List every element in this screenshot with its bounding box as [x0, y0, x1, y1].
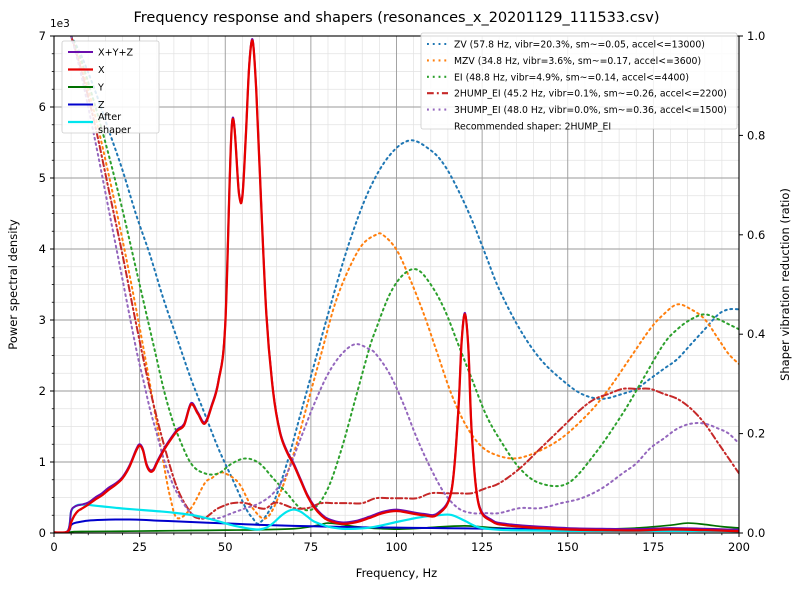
- y2-tick-label: 0.0: [747, 526, 765, 540]
- y-tick-label: 2: [39, 384, 46, 398]
- y-axis-offset-text: 1e3: [50, 18, 70, 30]
- x-tick-label: 200: [728, 540, 750, 554]
- x-tick-label: 100: [386, 540, 408, 554]
- psd-legend-label-after-shaper: After: [98, 112, 121, 123]
- psd-curve-after-shaper: [54, 503, 739, 533]
- recommended-shaper-note: Recommended shaper: 2HUMP_EI: [454, 122, 611, 133]
- x-tick-label: 125: [471, 540, 493, 554]
- psd-legend-label-x-y-z: X+Y+Z: [98, 48, 134, 59]
- y2-axis-label: Shaper vibration reduction (ratio): [778, 188, 792, 381]
- x-tick-label: 0: [50, 540, 57, 554]
- data-layer: [54, 36, 739, 533]
- shaper-curve-3hump_ei: [70, 36, 739, 520]
- shaper-legend: ZV (57.8 Hz, vibr=20.3%, sm~=0.05, accel…: [420, 32, 738, 133]
- x-axis-label: Frequency, Hz: [356, 566, 437, 580]
- psd-legend-label-y: Y: [97, 83, 104, 94]
- chart-title: Frequency response and shapers (resonanc…: [134, 10, 660, 26]
- shaper-legend-label-mzv: MZV (34.8 Hz, vibr=3.6%, sm~=0.17, accel…: [454, 56, 701, 67]
- psd-legend-label-after-shaper-2: shaper: [98, 125, 131, 136]
- y2-tick-label: 0.6: [747, 228, 765, 242]
- shaper-legend-label-ei: EI (48.8 Hz, vibr=4.9%, sm~=0.14, accel<…: [454, 72, 689, 83]
- psd-legend-label-x: X: [98, 65, 105, 76]
- y2-tick-label: 0.8: [747, 128, 765, 142]
- shaper-legend-label-3hump_ei: 3HUMP_EI (48.0 Hz, vibr=0.0%, sm~=0.36, …: [454, 105, 727, 116]
- x-tick-label: 175: [642, 540, 664, 554]
- y2-tick-label: 0.4: [747, 327, 765, 341]
- y-tick-label: 7: [39, 29, 46, 43]
- psd-legend-label-z: Z: [98, 100, 105, 111]
- x-tick-label: 25: [132, 540, 147, 554]
- y-axis-label: Power spectral density: [6, 219, 20, 350]
- x-tick-label: 50: [218, 540, 233, 554]
- psd-curve-x: [54, 39, 739, 533]
- y-tick-label: 4: [39, 242, 46, 256]
- shaper-legend-label-2hump_ei: 2HUMP_EI (45.2 Hz, vibr=0.1%, sm~=0.26, …: [454, 89, 727, 100]
- shaper-curve-zv: [70, 36, 739, 525]
- x-tick-label: 75: [304, 540, 319, 554]
- shaper-legend-label-zv: ZV (57.8 Hz, vibr=20.3%, sm~=0.05, accel…: [454, 40, 705, 51]
- shaper-legend-box: [420, 32, 738, 130]
- y-tick-label: 5: [39, 171, 46, 185]
- y-tick-label: 0: [39, 526, 46, 540]
- psd-legend-box: [61, 40, 160, 134]
- y2-tick-label: 0.2: [747, 427, 765, 441]
- axis-ticks: [50, 35, 743, 537]
- y-tick-label: 6: [39, 100, 46, 114]
- x-tick-label: 150: [557, 540, 579, 554]
- y2-tick-label: 1.0: [747, 29, 765, 43]
- y-tick-label: 3: [39, 313, 46, 327]
- shaper-curve-ei: [70, 36, 739, 512]
- y-tick-label: 1: [39, 455, 46, 469]
- shaper-curve-2hump_ei: [70, 36, 739, 520]
